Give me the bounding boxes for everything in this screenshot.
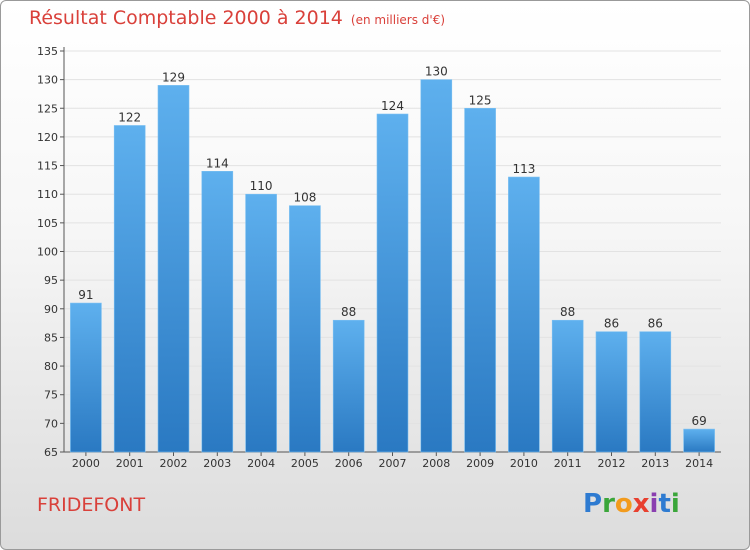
bar <box>157 85 190 453</box>
bar <box>289 205 321 453</box>
x-tick-label: 2005 <box>291 457 319 470</box>
bar <box>70 302 102 453</box>
x-tick-label: 2009 <box>466 457 494 470</box>
logo-letter: i <box>649 489 659 519</box>
y-tick-label: 135 <box>37 45 58 58</box>
y-tick-label: 120 <box>37 131 58 144</box>
value-label: 114 <box>206 156 229 170</box>
x-tick-label: 2013 <box>641 457 669 470</box>
value-label: 88 <box>560 305 575 319</box>
proxiti-logo: Proxiti <box>583 489 680 519</box>
x-tick-label: 2012 <box>598 457 626 470</box>
y-tick-label: 100 <box>37 246 58 259</box>
x-tick-label: 2000 <box>72 457 100 470</box>
x-tick-label: 2001 <box>116 457 144 470</box>
chart-title-text: Résultat Comptable 2000 à 2014 <box>29 7 343 29</box>
value-label: 108 <box>293 191 316 205</box>
y-tick-label: 65 <box>44 446 58 459</box>
value-label: 122 <box>118 110 141 124</box>
value-label: 110 <box>250 179 273 193</box>
value-label: 113 <box>512 162 535 176</box>
x-tick-label: 2014 <box>685 457 713 470</box>
y-tick-label: 130 <box>37 74 58 87</box>
bar <box>245 193 277 453</box>
logo-letter: o <box>614 489 633 519</box>
logo-letter: i <box>670 489 680 519</box>
city-name: FRIDEFONT <box>37 494 146 516</box>
logo-letter: t <box>658 489 671 519</box>
y-tick-label: 110 <box>37 188 58 201</box>
value-label: 88 <box>341 305 356 319</box>
y-tick-label: 115 <box>37 160 58 173</box>
x-tick-label: 2010 <box>510 457 538 470</box>
bar <box>595 331 628 453</box>
x-tick-label: 2007 <box>379 457 407 470</box>
bar <box>113 125 146 453</box>
value-label: 91 <box>78 288 93 302</box>
y-tick-label: 70 <box>44 417 58 430</box>
logo-letter: x <box>632 489 650 519</box>
bar <box>639 331 672 453</box>
logo-letter: P <box>583 489 603 519</box>
bar <box>201 171 234 453</box>
x-tick-label: 2002 <box>160 457 188 470</box>
value-label: 86 <box>604 317 619 331</box>
chart-title: Résultat Comptable 2000 à 2014 (en millie… <box>29 7 445 29</box>
bar <box>332 319 365 453</box>
y-tick-label: 125 <box>37 102 58 115</box>
x-tick-label: 2006 <box>335 457 363 470</box>
y-tick-label: 95 <box>44 274 58 287</box>
x-tick-label: 2011 <box>554 457 582 470</box>
x-tick-label: 2008 <box>422 457 450 470</box>
y-tick-label: 90 <box>44 303 58 316</box>
y-tick-label: 80 <box>44 360 58 373</box>
value-label: 124 <box>381 99 404 113</box>
value-label: 125 <box>469 93 492 107</box>
bar <box>420 79 453 453</box>
y-tick-label: 105 <box>37 217 58 230</box>
x-tick-label: 2003 <box>203 457 231 470</box>
value-label: 129 <box>162 70 185 84</box>
chart-subtitle: (en milliers d'€) <box>350 13 446 27</box>
value-label: 130 <box>425 65 448 79</box>
bar <box>508 176 540 453</box>
value-label: 86 <box>648 317 663 331</box>
y-tick-label: 75 <box>44 389 58 402</box>
x-tick-label: 2004 <box>247 457 275 470</box>
bar <box>376 113 409 453</box>
logo-letter: r <box>602 489 615 519</box>
bar <box>683 428 715 453</box>
value-label: 69 <box>691 414 706 428</box>
bar <box>551 319 584 453</box>
y-tick-label: 85 <box>44 331 58 344</box>
bar <box>464 107 496 453</box>
